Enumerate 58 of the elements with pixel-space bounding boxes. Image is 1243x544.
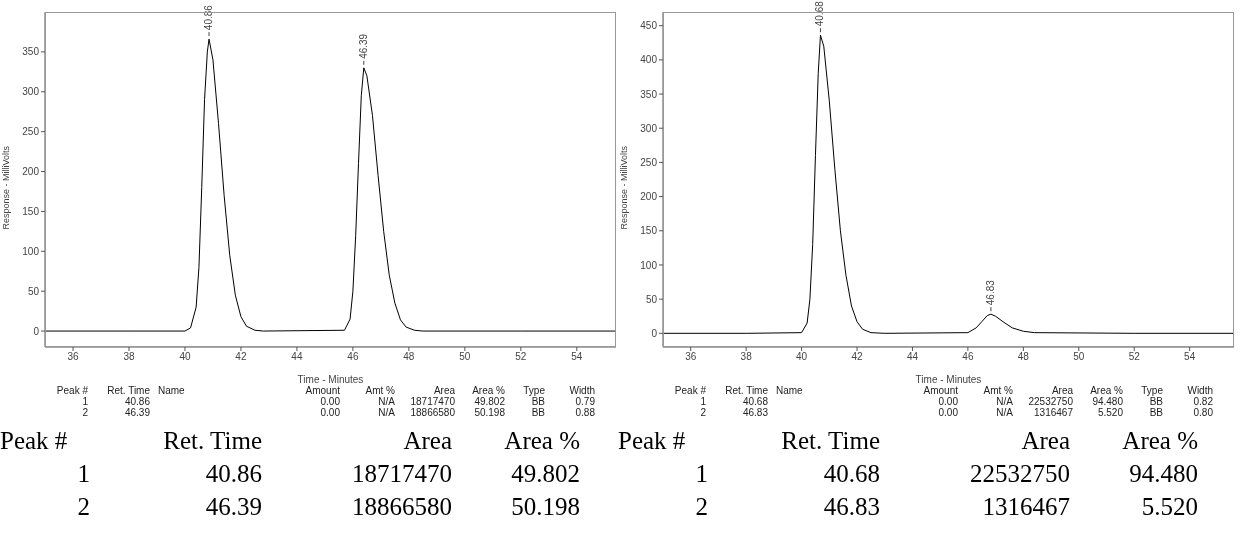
x-tick-label: 40 xyxy=(796,351,808,363)
y-tick-label: 100 xyxy=(22,245,40,257)
y-tick-label: 350 xyxy=(640,88,658,100)
text: Peak # Ret. Time Name Amount Amt % Area Area % Type Width xyxy=(674,385,1213,396)
x-tick-label: 38 xyxy=(123,351,135,363)
text: 2 46.83 1316467 5.520 xyxy=(695,493,1198,520)
y-tick-label: 300 xyxy=(22,86,40,98)
y-tick-label: 150 xyxy=(640,225,658,237)
y-tick-label: 200 xyxy=(22,166,40,178)
x-tick-label: 42 xyxy=(851,351,864,363)
text: Peak # Ret. Time Area Area % xyxy=(618,427,1198,454)
y-tick-label: 0 xyxy=(33,325,40,337)
x-tick-label: 52 xyxy=(515,351,527,363)
y-tick-label: 150 xyxy=(22,205,40,217)
x-tick-label: 42 xyxy=(235,351,247,363)
text: 1 40.68 22532750 94.480 xyxy=(695,460,1198,487)
x-tick-label: 52 xyxy=(1128,351,1141,363)
y-axis-title: Response - MilliVolts xyxy=(1,145,12,230)
y-tick-label: 350 xyxy=(22,46,40,58)
text: Peak # Ret. Time Name Amount Amt % Area Area % Type Width xyxy=(56,385,595,396)
y-tick-label: 200 xyxy=(640,191,658,203)
y-tick-label: 250 xyxy=(640,156,658,168)
annotation: 40.68 xyxy=(814,0,826,27)
x-tick-label: 40 xyxy=(179,351,191,363)
x-tick-label: 50 xyxy=(1073,351,1085,363)
text: 1 40.86 18717470 49.802 xyxy=(77,460,580,487)
y-tick-label: 450 xyxy=(640,20,658,32)
x-tick-label: 44 xyxy=(291,351,303,363)
x-tick-label: 48 xyxy=(403,351,415,363)
x-tick-label: 46 xyxy=(962,351,974,363)
y-tick-label: 50 xyxy=(27,285,40,297)
text: 2 46.83 0.00 N/A 1316467 5.520 BB 0.80 xyxy=(700,407,1213,418)
y-tick-label: 250 xyxy=(22,126,40,138)
x-tick-label: 38 xyxy=(740,351,753,363)
y-tick-label: 0 xyxy=(651,327,658,339)
x-tick-label: 54 xyxy=(1184,351,1196,363)
x-tick-label: 36 xyxy=(685,351,697,363)
x-tick-label: 44 xyxy=(906,351,919,363)
text: 1 40.68 0.00 N/A 22532750 94.480 BB 0.82 xyxy=(700,396,1213,407)
text: 2 46.39 18866580 50.198 xyxy=(77,493,580,520)
x-axis-title: Time - Minutes xyxy=(915,374,982,385)
text: 1 40.86 0.00 N/A 18717470 49.802 BB 0.79 xyxy=(82,396,595,407)
text: 2 46.39 0.00 N/A 18866580 50.198 BB 0.88 xyxy=(82,407,595,418)
x-tick-label: 50 xyxy=(459,351,471,363)
annotation: 46.83 xyxy=(984,279,996,306)
text: Peak # Ret. Time Area Area % xyxy=(0,427,580,454)
y-axis-title: Response - MilliVolts xyxy=(619,145,630,230)
y-tick-label: 50 xyxy=(645,293,658,305)
x-tick-label: 36 xyxy=(67,351,79,363)
annotation: 40.86 xyxy=(203,4,215,31)
y-tick-label: 100 xyxy=(640,259,658,271)
y-tick-label: 400 xyxy=(640,54,658,66)
annotation: 46.39 xyxy=(357,33,369,59)
x-tick-label: 46 xyxy=(347,351,359,363)
x-axis-title: Time - Minutes xyxy=(297,374,364,385)
x-tick-label: 54 xyxy=(571,351,583,363)
x-tick-label: 48 xyxy=(1017,351,1030,363)
y-tick-label: 300 xyxy=(640,122,658,134)
